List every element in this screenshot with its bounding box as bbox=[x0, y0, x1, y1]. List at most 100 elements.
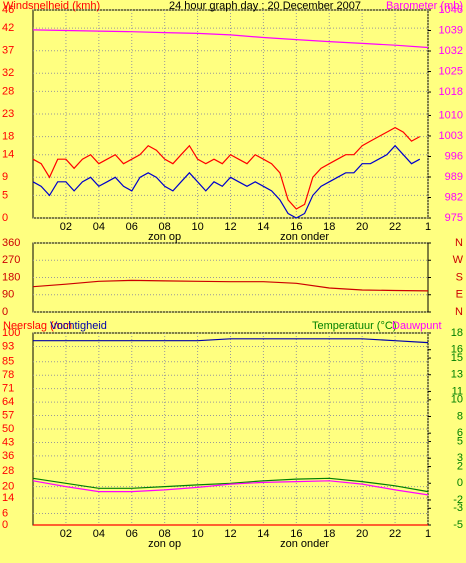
y2-tick-label: 5 bbox=[457, 435, 463, 447]
y-tick-label: 0 bbox=[2, 212, 8, 224]
x-tick-label: 04 bbox=[93, 528, 105, 540]
y-tick-label: 64 bbox=[2, 396, 14, 408]
x-tick-label: 20 bbox=[356, 528, 368, 540]
y2-tick-label: 13 bbox=[451, 369, 463, 381]
annotation: zon onder bbox=[280, 538, 329, 550]
x-tick-label: 08 bbox=[159, 528, 171, 540]
plot-area bbox=[32, 9, 429, 219]
y2-tick-label: -2 bbox=[453, 494, 463, 506]
x-tick-label: 1 bbox=[425, 221, 431, 233]
x-tick-label: 22 bbox=[389, 221, 401, 233]
y-tick-label: 0 bbox=[2, 519, 8, 531]
y2-tick-label: 15 bbox=[451, 352, 463, 364]
y2-tick-label: 6 bbox=[457, 427, 463, 439]
y-tick-label: 90 bbox=[2, 289, 14, 301]
x-tick-label: 06 bbox=[126, 528, 138, 540]
y2-tick-label: 1039 bbox=[439, 24, 463, 36]
y-tick-label: 5 bbox=[2, 189, 8, 201]
x-tick-label: 12 bbox=[224, 528, 236, 540]
y2-tick-label: 11 bbox=[452, 385, 463, 397]
y2-tick-label: 996 bbox=[445, 150, 463, 162]
x-tick-label: 08 bbox=[159, 221, 171, 233]
y-tick-label: 6 bbox=[2, 507, 8, 519]
y2-tick-label: -3 bbox=[453, 502, 463, 514]
y2-tick-label: 1032 bbox=[439, 45, 463, 57]
chart-title: 24 hour graph day : 20 December 2007 bbox=[169, 0, 361, 12]
x-tick-label: 10 bbox=[191, 221, 203, 233]
y2-tick-label: 1003 bbox=[439, 130, 463, 142]
y-tick-label: 46 bbox=[2, 4, 14, 16]
legend-label: Barometer (mb) bbox=[386, 0, 463, 12]
y-tick-label: 42 bbox=[2, 22, 14, 34]
y2-tick-label: 3 bbox=[457, 452, 463, 464]
y-tick-label: 0 bbox=[2, 306, 8, 318]
y-tick-label: 23 bbox=[2, 108, 14, 120]
series-line bbox=[32, 144, 421, 219]
y-tick-label: 93 bbox=[2, 340, 14, 352]
series-line bbox=[32, 126, 421, 210]
y2-tick-label: 2 bbox=[457, 460, 463, 472]
y-tick-label: 270 bbox=[2, 254, 20, 266]
x-tick-label: 10 bbox=[191, 528, 203, 540]
y2-tick-label: 1010 bbox=[439, 109, 463, 121]
legend-label: Vochtigheid bbox=[50, 320, 107, 332]
y-tick-label: 85 bbox=[2, 356, 14, 368]
legend-label: Temperatuur (°C) bbox=[312, 320, 396, 332]
y-tick-label: 180 bbox=[2, 271, 20, 283]
x-tick-label: 22 bbox=[389, 528, 401, 540]
y2-tick-label: 1025 bbox=[439, 65, 463, 77]
legend-label: Dauwpunt bbox=[392, 320, 442, 332]
y-tick-label: 78 bbox=[2, 369, 14, 381]
series-line bbox=[32, 279, 429, 292]
y-tick-label: 20 bbox=[2, 481, 14, 493]
x-tick-label: 14 bbox=[257, 221, 269, 233]
y2-tick-label: 982 bbox=[445, 191, 463, 203]
y2-tick-label: W bbox=[453, 254, 464, 266]
x-tick-label: 04 bbox=[93, 221, 105, 233]
y-tick-label: 71 bbox=[2, 383, 14, 395]
y2-tick-label: N bbox=[455, 306, 463, 318]
y2-tick-label: 1018 bbox=[439, 86, 463, 98]
y-tick-label: 18 bbox=[2, 131, 14, 143]
series-line bbox=[33, 338, 429, 344]
x-tick-label: 20 bbox=[356, 221, 368, 233]
x-tick-label: 02 bbox=[60, 528, 72, 540]
legend-label: Neerslag (mm bbox=[3, 320, 72, 332]
y2-tick-label: S bbox=[456, 271, 463, 283]
y-tick-label: 14 bbox=[2, 492, 14, 504]
y2-tick-label: 975 bbox=[445, 212, 463, 224]
y2-tick-label: N bbox=[455, 237, 463, 249]
y-tick-label: 28 bbox=[2, 465, 14, 477]
y-tick-label: 14 bbox=[2, 149, 14, 161]
x-tick-label: 02 bbox=[60, 221, 72, 233]
x-tick-label: 12 bbox=[224, 221, 236, 233]
y2-tick-label: 18 bbox=[451, 327, 463, 339]
y2-tick-label: 16 bbox=[451, 344, 463, 356]
series-line bbox=[32, 29, 429, 49]
annotation: zon op bbox=[148, 538, 181, 550]
x-tick-label: 18 bbox=[323, 221, 335, 233]
y-tick-label: 50 bbox=[2, 423, 14, 435]
x-tick-label: 18 bbox=[323, 528, 335, 540]
y2-tick-label: E bbox=[456, 289, 463, 301]
annotation: zon onder bbox=[280, 231, 329, 243]
y-tick-label: 360 bbox=[2, 237, 20, 249]
x-tick-label: 06 bbox=[126, 221, 138, 233]
y2-tick-label: -5 bbox=[453, 519, 463, 531]
y2-tick-label: 8 bbox=[457, 410, 463, 422]
plot-area bbox=[32, 242, 429, 313]
y-tick-label: 36 bbox=[2, 450, 14, 462]
y-axis-label: Windsnelheid (kmh) bbox=[3, 0, 100, 12]
x-tick-label: 16 bbox=[290, 528, 302, 540]
x-tick-label: 16 bbox=[290, 221, 302, 233]
series-line bbox=[32, 477, 429, 493]
y-tick-label: 100 bbox=[2, 327, 20, 339]
y-tick-label: 37 bbox=[2, 45, 14, 57]
y-tick-label: 43 bbox=[2, 436, 14, 448]
annotation: zon op bbox=[148, 231, 181, 243]
y-tick-label: 57 bbox=[2, 409, 14, 421]
y2-tick-label: 1046 bbox=[439, 4, 463, 16]
y2-tick-label: 989 bbox=[445, 171, 463, 183]
y-tick-label: 9 bbox=[2, 171, 8, 183]
